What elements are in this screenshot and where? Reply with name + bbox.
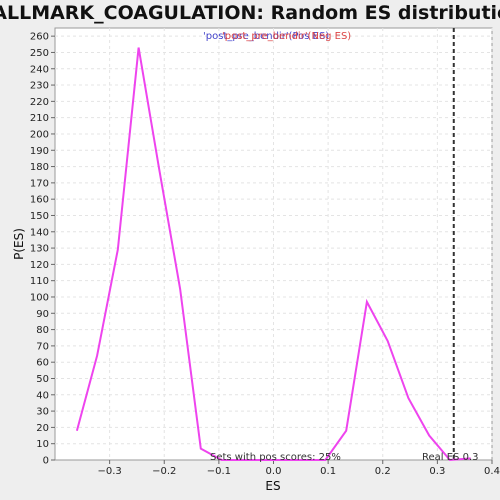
y-tick-label: 160 xyxy=(30,195,49,206)
y-tick-label: 110 xyxy=(30,276,49,287)
x-tick-label: −0.3 xyxy=(97,466,121,477)
x-axis: −0.3 −0.2 −0.1 0.0 0.1 0.2 0.3 0.4 xyxy=(97,460,500,477)
legend-pos-es: 'post_pre_bendir'(Pos ES) xyxy=(203,31,329,42)
y-tick-label: 240 xyxy=(30,64,49,75)
y-tick-label: 140 xyxy=(30,227,49,238)
x-tick-label: 0.3 xyxy=(429,466,445,477)
y-tick-label: 60 xyxy=(36,358,49,369)
y-axis: 0 10 20 30 40 50 60 70 80 90 100 110 120 130 140 150 160… xyxy=(30,32,55,467)
y-tick-label: 250 xyxy=(30,48,49,59)
y-tick-label: 0 xyxy=(43,456,49,467)
y-tick-label: 190 xyxy=(30,146,49,157)
y-tick-label: 220 xyxy=(30,97,49,108)
y-tick-label: 230 xyxy=(30,81,49,92)
x-tick-label: −0.1 xyxy=(207,466,231,477)
pos-scores-annotation: Sets with pos scores: 25% xyxy=(210,452,341,463)
y-tick-label: 10 xyxy=(36,439,49,450)
x-tick-label: 0.1 xyxy=(320,466,336,477)
y-tick-label: 70 xyxy=(36,341,49,352)
y-tick-label: 20 xyxy=(36,423,49,434)
y-tick-label: 120 xyxy=(30,260,49,271)
y-tick-label: 100 xyxy=(30,292,49,303)
y-tick-label: 200 xyxy=(30,129,49,140)
y-tick-label: 150 xyxy=(30,211,49,222)
y-tick-label: 180 xyxy=(30,162,49,173)
y-tick-label: 210 xyxy=(30,113,49,124)
y-axis-label: P(ES) xyxy=(12,228,26,260)
chart-title: HALLMARK_COAGULATION: Random ES distribu… xyxy=(0,2,500,24)
x-tick-label: 0.0 xyxy=(266,466,282,477)
y-tick-label: 170 xyxy=(30,178,49,189)
y-tick-label: 260 xyxy=(30,32,49,43)
y-tick-label: 130 xyxy=(30,244,49,255)
x-tick-label: 0.4 xyxy=(484,466,500,477)
y-tick-label: 30 xyxy=(36,407,49,418)
real-es-annotation: Real ES 0.3 xyxy=(422,452,478,463)
y-tick-label: 50 xyxy=(36,374,49,385)
y-tick-label: 90 xyxy=(36,309,49,320)
legend-neg-es: 'post_pre_bendir'(Neg ES) xyxy=(222,31,351,42)
series-line xyxy=(75,47,471,462)
grid xyxy=(55,28,493,460)
x-axis-label: ES xyxy=(265,479,280,493)
y-tick-label: 80 xyxy=(36,325,49,336)
x-tick-label: −0.2 xyxy=(152,466,176,477)
x-tick-label: 0.2 xyxy=(375,466,391,477)
y-tick-label: 40 xyxy=(36,390,49,401)
